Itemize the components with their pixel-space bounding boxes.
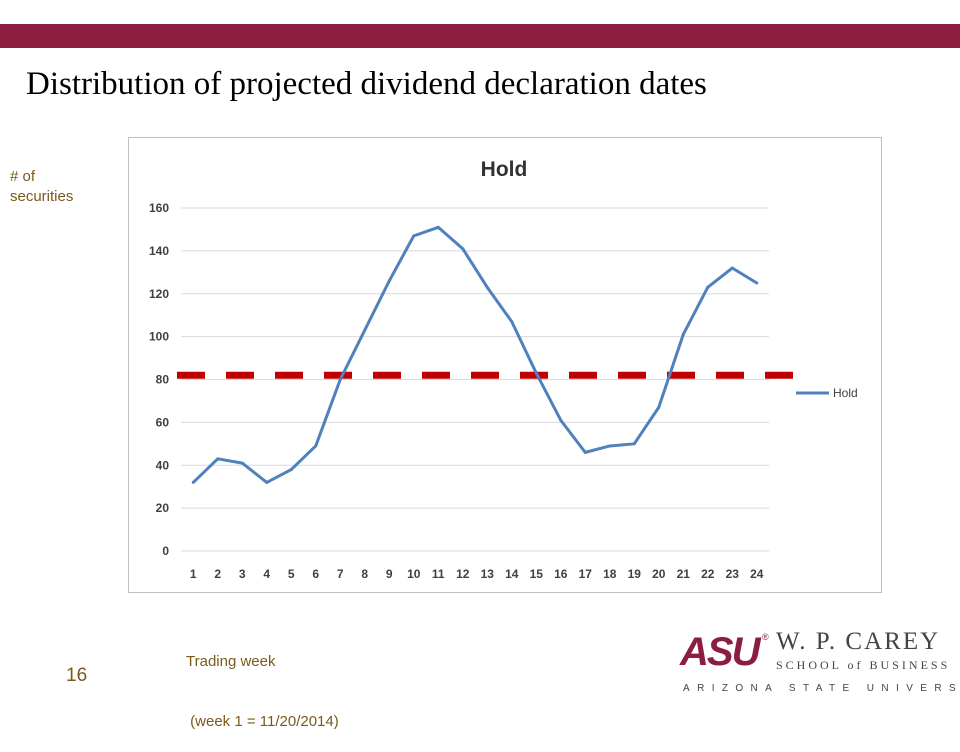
data-point [559,418,563,422]
x-tick-label: 14 [505,567,519,581]
x-tick-label: 2 [214,567,221,581]
logo-name: W. P. CAREY [776,628,941,655]
data-point [338,378,342,381]
series-line-hold [192,225,758,484]
x-tick-label: 8 [361,567,368,581]
x-tick-label: 6 [312,567,319,581]
x-tick-label: 12 [456,567,470,581]
logo-university: ARIZONA STATE UNIVERSITY [683,683,960,694]
data-point [314,444,318,448]
x-axis-caption-line-2: (week 1 = 11/20/2014) [186,713,339,730]
x-tick-label: 11 [432,567,445,581]
x-tick-label: 10 [407,567,421,581]
data-point [387,279,391,283]
data-point [436,225,440,229]
registered-mark: ® [762,632,769,642]
x-tick-label: 13 [481,567,495,581]
x-tick-label: 21 [677,567,691,581]
y-tick-label: 80 [156,373,170,387]
data-point [583,450,587,454]
chart-frame: Hold 0 20 40 60 80 100 120 140 160 1 2 3 4 5 6 7 8 9 10 11… [128,137,882,593]
data-point [706,285,710,289]
y-tick-label: 160 [149,201,169,215]
y-axis-caption-line-1: # of [10,168,36,185]
y-axis-caption: # of securities [10,167,120,207]
chart-title: Hold [481,158,528,181]
data-point [461,247,465,251]
wp-carey-logo: ASU ® W. P. CAREY SCHOOL of BUSINESS ARI… [680,628,960,698]
x-tick-label: 4 [263,567,270,581]
y-tick-label: 40 [156,458,170,472]
data-point [730,266,734,270]
x-axis-caption: Trading week (week 1 = 11/20/2014) [186,612,339,752]
x-tick-label: 17 [579,567,593,581]
y-tick-label: 20 [156,501,170,515]
page-number: 16 [66,665,88,686]
y-axis-caption-line-2: securities [10,188,74,205]
x-tick-label: 23 [726,567,740,581]
data-point [240,461,244,465]
x-tick-label: 16 [554,567,568,581]
data-point [510,320,514,324]
data-point [608,444,612,448]
data-point [681,332,685,336]
x-tick-label: 20 [652,567,666,581]
x-tick-label: 24 [750,567,764,581]
data-point [363,328,367,332]
top-brand-bar [0,24,960,48]
y-tick-label: 60 [156,415,170,429]
y-tick-label: 140 [149,244,169,258]
data-point [534,371,538,375]
x-axis-caption-line-1: Trading week [186,653,276,670]
y-tick-label: 0 [162,544,169,558]
logo-school: SCHOOL of BUSINESS [776,658,951,672]
x-tick-label: 15 [530,567,544,581]
x-tick-label: 5 [288,567,295,581]
asu-logo-mark: ASU [680,630,760,674]
x-tick-label: 1 [190,567,197,581]
x-tick-label: 19 [628,567,642,581]
x-tick-label: 18 [603,567,617,581]
x-tick-label: 9 [386,567,393,581]
data-point [632,442,636,446]
data-point [412,234,416,238]
data-point [657,405,661,409]
data-point [216,457,220,461]
x-tick-label: 7 [337,567,344,581]
data-point [265,480,269,484]
y-tick-label: 100 [149,330,169,344]
slide-title: Distribution of projected dividend decla… [26,66,707,102]
x-tick-label: 3 [239,567,246,581]
data-point [485,285,489,289]
legend-label-hold: Hold [833,386,858,400]
x-tick-label: 22 [701,567,715,581]
data-point [191,480,195,484]
y-tick-label: 120 [149,287,169,301]
data-point [755,281,759,285]
data-point [289,468,293,472]
